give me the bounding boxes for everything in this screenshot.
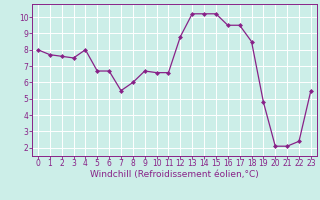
X-axis label: Windchill (Refroidissement éolien,°C): Windchill (Refroidissement éolien,°C) — [90, 170, 259, 179]
